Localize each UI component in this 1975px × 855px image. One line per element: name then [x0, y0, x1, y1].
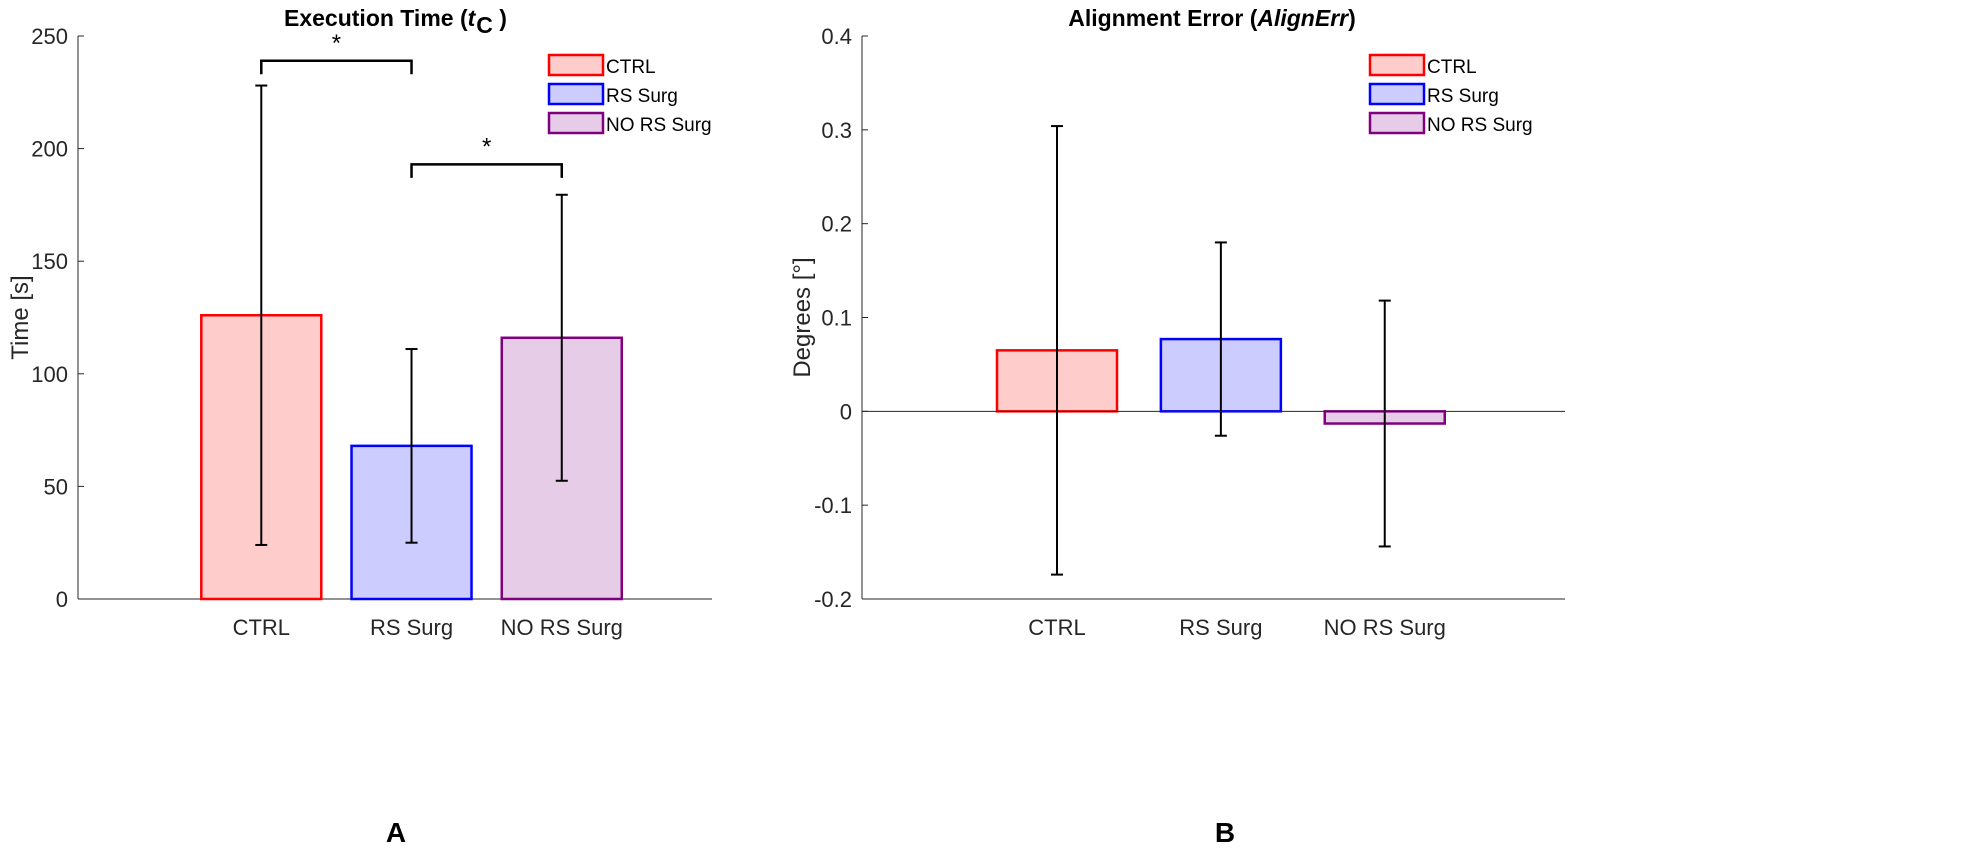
legend-swatch	[1368, 111, 1426, 135]
title-subscript: C	[476, 12, 493, 38]
legend-label: CTRL	[606, 57, 656, 78]
x-tick-label: NO RS Surg	[501, 615, 623, 640]
title-italic: AlignErr	[1256, 5, 1349, 31]
title-end: )	[1348, 5, 1356, 31]
legend-label: NO RS Surg	[606, 115, 712, 136]
legend-swatch	[547, 111, 605, 135]
legend-label: NO RS Surg	[1427, 115, 1533, 136]
x-tick-label: CTRL	[1028, 615, 1085, 640]
chart-a: 0 50 100 150 200 250 Time [s] Execution Time (t…	[7, 5, 712, 848]
x-tick-label: CTRL	[233, 615, 290, 640]
title-end: )	[493, 5, 507, 31]
significance-star: *	[332, 30, 341, 57]
y-tick-label: 0.1	[821, 306, 852, 331]
significance-bracket	[260, 59, 413, 75]
y-axis-label: Degrees [°]	[789, 257, 816, 377]
significance-star: *	[482, 133, 491, 160]
legend-swatch	[547, 82, 605, 106]
y-tick-label: 200	[31, 137, 68, 162]
legend-label: CTRL	[1427, 57, 1477, 78]
y-tick-label: 250	[31, 24, 68, 49]
panel-label: B	[1215, 817, 1235, 848]
significance-bracket	[410, 163, 564, 178]
legend-label: RS Surg	[1427, 86, 1499, 107]
legend-swatch	[1368, 82, 1426, 106]
y-tick-label: 50	[44, 474, 68, 499]
y-tick-label: 150	[31, 249, 68, 274]
title-italic: t	[468, 5, 477, 31]
y-tick-label: -0.1	[814, 493, 852, 518]
panel-label: A	[386, 817, 406, 848]
chart-b: -0.2 -0.1 0 0.1 0.2 0.3 0.4 Degrees [°] Alignmen…	[789, 5, 1565, 848]
y-tick-label: 0.2	[821, 212, 852, 237]
y-tick-label: 100	[31, 362, 68, 387]
x-tick-label: NO RS Surg	[1324, 615, 1446, 640]
chart-title: Alignment Error (AlignErr)	[1068, 5, 1356, 31]
y-tick-label: -0.2	[814, 587, 852, 612]
x-tick-label: RS Surg	[1179, 615, 1262, 640]
y-tick-label: 0.4	[821, 24, 852, 49]
title-text: Alignment Error (	[1068, 5, 1257, 31]
y-tick-label: 0.3	[821, 118, 852, 143]
y-tick-label: 0	[56, 587, 68, 612]
title-text: Execution Time (	[284, 5, 468, 31]
legend-swatch	[1368, 53, 1426, 77]
legend-label: RS Surg	[606, 86, 678, 107]
chart-title: Execution Time (t C )	[284, 5, 507, 38]
y-axis-label: Time [s]	[7, 275, 34, 359]
y-tick-label: 0	[840, 399, 852, 424]
x-tick-label: RS Surg	[370, 615, 453, 640]
legend-swatch	[547, 53, 605, 77]
